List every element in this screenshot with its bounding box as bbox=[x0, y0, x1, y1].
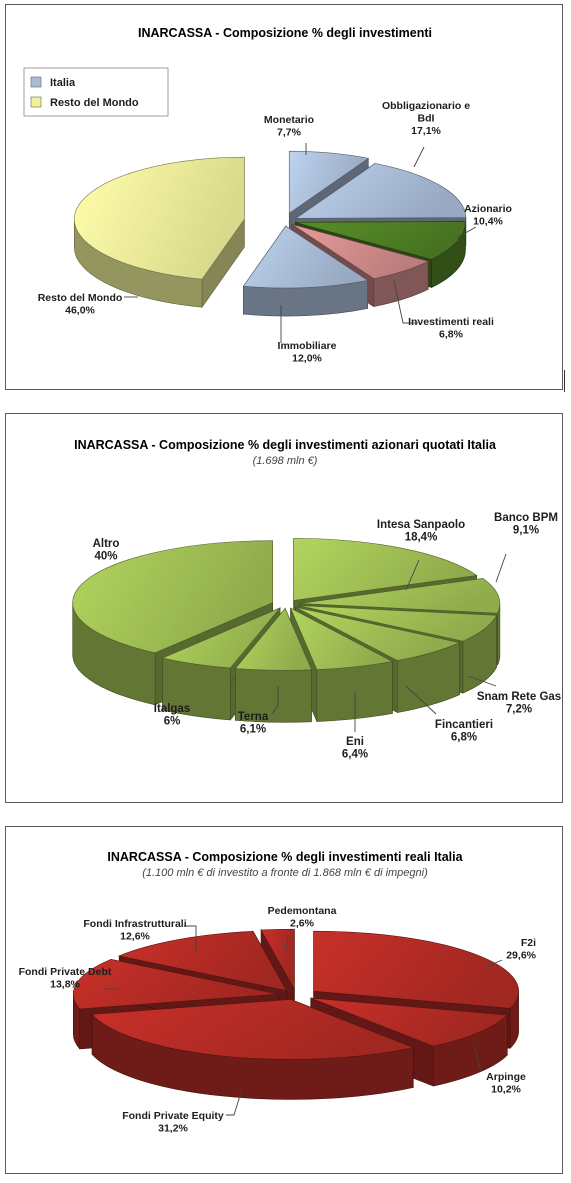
pie-chart-reali: INARCASSA - Composizione % degli investi… bbox=[19, 850, 537, 1135]
c2-value-fincantieri: 6,8% bbox=[451, 732, 477, 744]
c2-slice-terna bbox=[234, 607, 312, 723]
chart-subtitle: (1.100 mln € di investito a fronte di 1.… bbox=[142, 867, 428, 879]
c2-leader-banco-bpm bbox=[495, 553, 507, 583]
c3-label-fondi-private-debt: Fondi Private Debt bbox=[19, 966, 112, 978]
c3-value-fondi-infrastrutturali: 12,6% bbox=[120, 931, 150, 943]
chart-title: INARCASSA - Composizione % degli investi… bbox=[74, 438, 497, 452]
c3-leader-infrastrutturali bbox=[184, 925, 197, 953]
c2-label-eni: Eni bbox=[346, 736, 364, 748]
chart-title: INARCASSA - Composizione % degli investi… bbox=[107, 850, 463, 864]
pie-chart-azionari: INARCASSA - Composizione % degli investi… bbox=[72, 438, 561, 761]
c3-label-pedemontana: Pedemontana bbox=[268, 905, 337, 917]
c1-label-obbligazionario-e-bdi: Obbligazionario e bbox=[382, 100, 470, 112]
c3-leader-pedemontana bbox=[285, 934, 289, 950]
legend-swatch-italia bbox=[30, 76, 42, 88]
c3-value-pedemontana: 2,6% bbox=[290, 918, 315, 930]
c1-leader-obbligazionario bbox=[413, 146, 425, 168]
legend-label-italia: Italia bbox=[50, 77, 76, 89]
c1-label-immobiliare: Immobiliare bbox=[278, 340, 337, 352]
c1-value-obbligazionario-e-bdi: 17,1% bbox=[411, 125, 441, 137]
chart-subtitle: (1.698 mln €) bbox=[253, 455, 318, 467]
c1-label-monetario: Monetario bbox=[264, 114, 314, 126]
c1-leader-investimenti-reali bbox=[393, 280, 418, 324]
c3-label-arpinge: Arpinge bbox=[486, 1071, 526, 1083]
chart-panel-azionari: INARCASSA - Composizione % degli investi… bbox=[5, 413, 563, 803]
c1-label-investimenti-reali: Investimenti reali bbox=[408, 316, 494, 328]
c3-value-f2i: 29,6% bbox=[506, 950, 536, 962]
c3-value-fondi-private-debt: 13,8% bbox=[50, 979, 80, 991]
chart-panel-investimenti: INARCASSA - Composizione % degli investi… bbox=[5, 4, 563, 390]
c1-label-azionario: Azionario bbox=[464, 203, 512, 215]
c3-slice-fondi-private-equity bbox=[91, 998, 415, 1100]
c1-label-obbligazionario-e-bdi-2: BdI bbox=[418, 113, 435, 125]
text-cursor-mark bbox=[564, 370, 565, 392]
c2-value-snam-rete-gas: 7,2% bbox=[506, 704, 532, 716]
c2-value-terna: 6,1% bbox=[240, 724, 266, 736]
c3-label-fondi-private-equity: Fondi Private Equity bbox=[122, 1110, 224, 1122]
c3-leader-arpinge bbox=[473, 1046, 482, 1072]
legend-box bbox=[23, 67, 169, 117]
c1-leader-azionario bbox=[457, 226, 477, 249]
c3-value-fondi-private-equity: 31,2% bbox=[158, 1123, 188, 1135]
c2-leader-snam bbox=[467, 675, 497, 687]
c2-leader-terna bbox=[271, 686, 279, 715]
c2-label-intesa-sanpaolo: Intesa Sanpaolo bbox=[377, 519, 465, 531]
c2-value-intesa-sanpaolo: 18,4% bbox=[405, 532, 438, 544]
c2-value-italgas: 6% bbox=[164, 716, 181, 728]
c2-value-altro: 40% bbox=[94, 551, 117, 563]
c2-label-terna: Terna bbox=[238, 711, 269, 723]
c3-value-arpinge: 10,2% bbox=[491, 1084, 521, 1096]
c2-label-altro: Altro bbox=[93, 538, 120, 550]
c2-label-snam-rete-gas: Snam Rete Gas bbox=[477, 691, 561, 703]
legend-label-resto-del-mondo: Resto del Mondo bbox=[50, 97, 139, 109]
legend-swatch-resto-del-mondo bbox=[30, 96, 42, 108]
c1-value-immobiliare: 12,0% bbox=[292, 353, 322, 365]
c3-label-fondi-infrastrutturali: Fondi Infrastrutturali bbox=[83, 918, 186, 930]
c3-label-f2i: F2i bbox=[521, 937, 536, 949]
c2-value-eni: 6,4% bbox=[342, 749, 368, 761]
pie-chart-investimenti: INARCASSA - Composizione % degli investi… bbox=[23, 26, 512, 365]
c1-value-azionario: 10,4% bbox=[473, 216, 503, 228]
c3-leader-f2i bbox=[485, 959, 503, 968]
c2-leader-fincantieri bbox=[405, 685, 437, 715]
c1-value-investimenti-reali: 6,8% bbox=[439, 329, 464, 341]
c1-label-resto-del-mondo: Resto del Mondo bbox=[38, 292, 123, 304]
chart-title: INARCASSA - Composizione % degli investi… bbox=[138, 26, 432, 40]
c1-slice-immobiliare bbox=[242, 225, 369, 317]
c2-label-banco-bpm: Banco BPM bbox=[494, 512, 558, 524]
c1-slice-resto-del-mondo bbox=[74, 156, 245, 309]
c2-label-italgas: Italgas bbox=[154, 703, 190, 715]
c2-value-banco-bpm: 9,1% bbox=[513, 525, 539, 537]
c3-leader-private-equity bbox=[226, 1088, 243, 1116]
c1-value-resto-del-mondo: 46,0% bbox=[65, 305, 95, 317]
c1-value-monetario: 7,7% bbox=[277, 127, 302, 139]
legend: Italia Resto del Mondo bbox=[23, 67, 169, 117]
c2-leader-intesa bbox=[405, 559, 420, 591]
c2-label-fincantieri: Fincantieri bbox=[435, 719, 493, 731]
chart-panel-reali: INARCASSA - Composizione % degli investi… bbox=[5, 826, 563, 1174]
